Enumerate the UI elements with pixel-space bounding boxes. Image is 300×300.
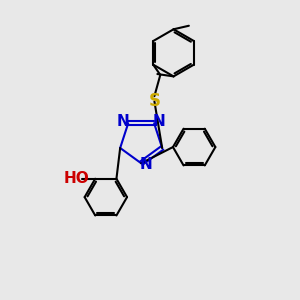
Text: N: N — [140, 157, 153, 172]
Text: N: N — [153, 114, 166, 129]
Text: HO: HO — [63, 171, 89, 186]
Text: N: N — [116, 114, 129, 129]
Text: S: S — [148, 92, 160, 110]
